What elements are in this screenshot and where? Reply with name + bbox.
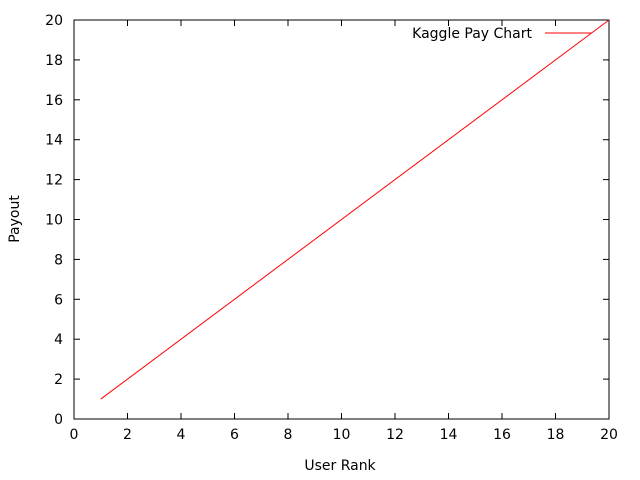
x-tick-label: 16: [493, 427, 511, 443]
y-tick-label: 14: [45, 133, 63, 149]
y-tick-label: 4: [54, 332, 63, 348]
x-tick-label: 20: [600, 427, 618, 443]
y-tick-label: 10: [45, 213, 63, 229]
y-tick-label: 8: [54, 252, 63, 268]
y-tick-label: 12: [45, 173, 63, 189]
x-tick-label: 0: [70, 427, 79, 443]
x-tick-label: 10: [333, 427, 351, 443]
y-tick-label: 18: [45, 53, 63, 69]
x-tick-label: 18: [547, 427, 565, 443]
x-tick-label: 8: [284, 427, 293, 443]
legend-label: Kaggle Pay Chart: [412, 26, 532, 42]
series-line: [100, 19, 610, 400]
legend: Kaggle Pay Chart: [412, 26, 592, 42]
y-tick-label: 2: [54, 372, 63, 388]
x-tick-label: 6: [230, 427, 239, 443]
y-axis-ticks: 0 2 4 6 8 10 12 14 16 18 20: [45, 13, 609, 428]
x-tick-label: 12: [386, 427, 404, 443]
x-axis-label: User Rank: [304, 458, 376, 474]
x-axis-ticks: 0 2 4 6 8 10 12 14 16 18 20: [70, 20, 618, 443]
series-layer: [100, 19, 610, 400]
x-tick-label: 2: [123, 427, 132, 443]
x-tick-label: 14: [440, 427, 458, 443]
x-tick-label: 4: [177, 427, 186, 443]
y-tick-label: 6: [54, 292, 63, 308]
y-tick-label: 20: [45, 13, 63, 29]
y-tick-label: 0: [54, 412, 63, 428]
y-tick-label: 16: [45, 93, 63, 109]
y-axis-label: Payout: [7, 195, 23, 243]
